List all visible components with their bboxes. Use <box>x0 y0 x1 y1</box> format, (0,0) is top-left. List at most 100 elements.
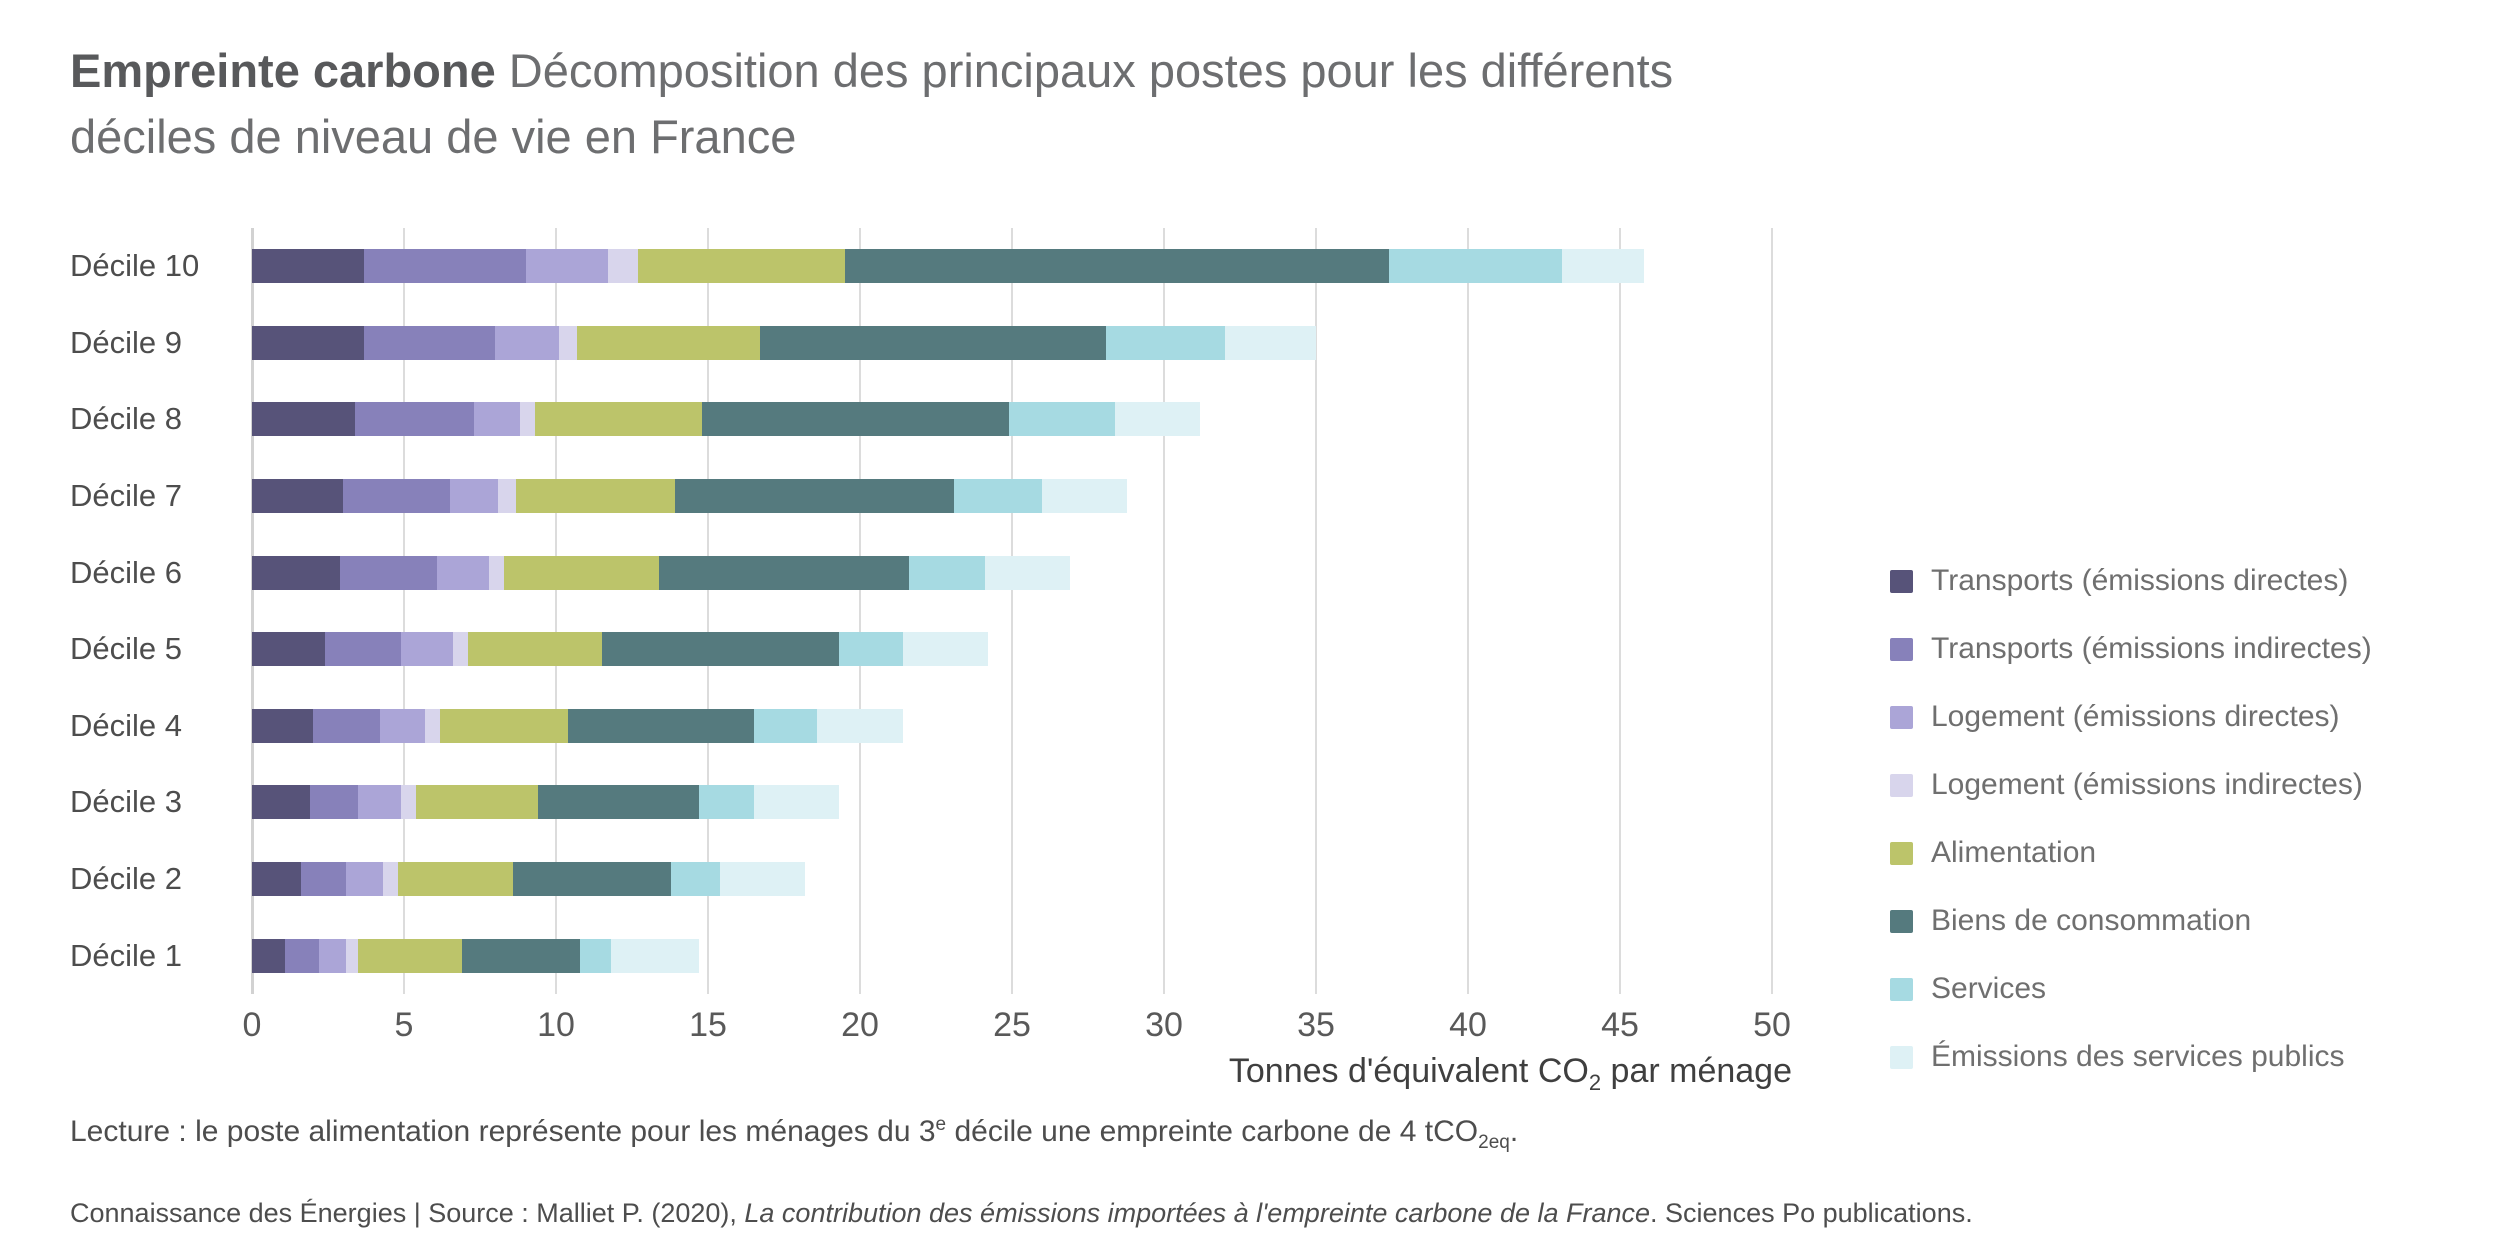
bar-stack <box>252 862 806 897</box>
bar-segment-logement-missions-directes <box>495 325 560 360</box>
legend-item: Transports (émissions indirectes) <box>1890 615 2372 683</box>
bar-segment-transports-missions-directes <box>252 325 365 360</box>
legend-item: Logement (émissions indirectes) <box>1890 751 2372 819</box>
x-tick-label: 25 <box>993 1006 1031 1044</box>
bar-segment-logement-missions-indirectes <box>498 479 517 514</box>
bar-segment-biens-de-consommation <box>659 555 909 590</box>
lecture-note: Lecture : le poste alimentation représen… <box>70 1114 1518 1154</box>
bar-stack <box>252 479 1128 514</box>
bar-stack <box>252 249 1645 284</box>
bar-segment-alimentation <box>440 708 569 743</box>
y-axis-labels: Décile 10 Décile 9 Décile 8 Décile 7 Décile … <box>70 228 250 994</box>
bar-segment-alimentation <box>504 555 660 590</box>
gridline <box>1619 228 1621 994</box>
y-axis-label: Décile 3 <box>70 784 182 820</box>
bar-segment-transports-missions-directes <box>252 402 356 437</box>
bar-segment-alimentation <box>638 249 845 284</box>
legend-item: Alimentation <box>1890 819 2372 887</box>
bar-segment-logement-missions-directes <box>346 862 383 897</box>
lecture-superscript: e <box>935 1114 947 1135</box>
bar-segment-services <box>580 938 611 973</box>
bar-segment-missions-des-services-publics <box>1224 325 1316 360</box>
bar-segment-missions-des-services-publics <box>1562 249 1645 284</box>
chart-title-line2: déciles de niveau de vie en France <box>70 110 797 163</box>
bar-segment-logement-missions-directes <box>318 938 347 973</box>
y-axis-label: Décile 2 <box>70 861 182 897</box>
bar-segment-biens-de-consommation <box>701 402 1009 437</box>
bar-segment-biens-de-consommation <box>461 938 581 973</box>
lecture-subscript: 2eq <box>1478 1132 1510 1153</box>
bar-segment-logement-missions-indirectes <box>425 708 441 743</box>
x-tick-label: 40 <box>1449 1006 1487 1044</box>
bar-segment-missions-des-services-publics <box>1115 402 1201 437</box>
legend-label: Services <box>1931 972 2047 1005</box>
gridline <box>1163 228 1165 994</box>
gridline <box>859 228 861 994</box>
legend-swatch <box>1890 773 1913 797</box>
bar-segment-services <box>954 479 1043 514</box>
bar-segment-services <box>908 555 985 590</box>
bar-segment-alimentation <box>358 938 462 973</box>
source-text: Connaissance des Énergies | Source : Mal… <box>70 1198 745 1228</box>
legend-swatch <box>1890 705 1913 729</box>
bar-segment-transports-missions-indirectes <box>312 708 380 743</box>
y-axis-label: Décile 5 <box>70 631 182 667</box>
legend-item: Logement (émissions directes) <box>1890 683 2372 751</box>
y-axis-label: Décile 10 <box>70 248 200 284</box>
bar-segment-missions-des-services-publics <box>720 862 806 897</box>
gridline <box>707 228 709 994</box>
gridline <box>1771 228 1773 994</box>
bar-segment-logement-missions-indirectes <box>489 555 505 590</box>
legend-swatch <box>1890 909 1913 933</box>
bar-segment-logement-missions-indirectes <box>452 632 468 667</box>
bar-row <box>252 841 1772 918</box>
bar-row <box>252 917 1772 994</box>
gridline <box>403 228 405 994</box>
x-tick-label: 15 <box>689 1006 727 1044</box>
x-tick-label: 20 <box>841 1006 879 1044</box>
legend-swatch <box>1890 1045 1913 1069</box>
bar-stack <box>252 402 1201 437</box>
x-axis-title-subscript: 2 <box>1588 1069 1602 1095</box>
bar-segment-transports-missions-indirectes <box>355 402 474 437</box>
bar-segment-transports-missions-indirectes <box>285 938 319 973</box>
y-axis-label: Décile 6 <box>70 554 182 590</box>
bar-segment-transports-missions-indirectes <box>324 632 401 667</box>
legend-swatch <box>1890 977 1913 1001</box>
x-tick-label: 50 <box>1753 1006 1791 1044</box>
legend-item: Émissions des services publics <box>1890 1023 2372 1091</box>
x-tick-label: 35 <box>1297 1006 1335 1044</box>
bar-segment-logement-missions-directes <box>525 249 608 284</box>
bar-stack <box>252 555 1070 590</box>
bar-segment-logement-missions-directes <box>437 555 490 590</box>
bar-segment-alimentation <box>534 402 702 437</box>
bar-segment-logement-missions-directes <box>379 708 426 743</box>
gridline <box>555 228 557 994</box>
chart-title: Empreinte carbone Décomposition des prin… <box>70 38 1673 170</box>
bar-segment-transports-missions-directes <box>252 632 325 667</box>
bar-segment-alimentation <box>577 325 760 360</box>
bar-segment-logement-missions-indirectes <box>400 785 417 820</box>
lecture-text2: décile une empreinte carbone de 4 tCO <box>946 1115 1479 1148</box>
legend-label: Biens de consommation <box>1931 904 2252 937</box>
bar-segment-alimentation <box>416 785 538 820</box>
bar-stack <box>252 938 699 973</box>
bar-row <box>252 305 1772 382</box>
bar-segment-transports-missions-indirectes <box>343 479 450 514</box>
bar-row <box>252 228 1772 305</box>
legend: Transports (émissions directes) Transport… <box>1890 547 2372 1091</box>
bar-stack <box>252 708 903 743</box>
legend-item: Services <box>1890 955 2372 1023</box>
bar-row <box>252 381 1772 458</box>
lecture-text3: . <box>1509 1115 1519 1148</box>
bar-segment-biens-de-consommation <box>674 479 955 514</box>
bar-segment-missions-des-services-publics <box>753 785 839 820</box>
y-axis-line <box>251 228 254 994</box>
bar-segment-missions-des-services-publics <box>610 938 699 973</box>
chart-title-bold: Empreinte carbone <box>70 44 496 97</box>
bar-segment-transports-missions-directes <box>252 785 310 820</box>
y-axis-label: Décile 9 <box>70 324 182 360</box>
bar-segment-logement-missions-directes <box>358 785 401 820</box>
x-axis-ticks: 0 5 10 15 20 25 30 35 40 45 50 <box>243 1006 1791 1048</box>
bar-segment-logement-missions-indirectes <box>382 862 398 897</box>
